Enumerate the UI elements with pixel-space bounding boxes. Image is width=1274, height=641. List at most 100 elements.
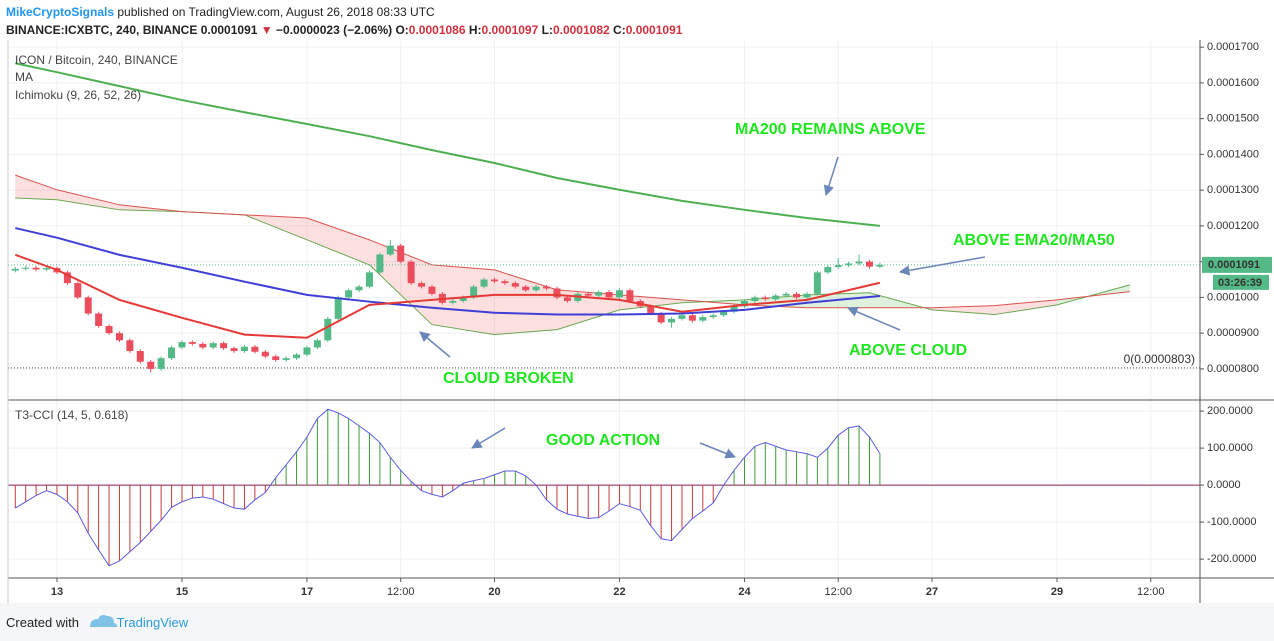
candle-body [490,279,498,282]
candle-body [386,245,394,255]
y-tick-label: 0.0001300 [1207,184,1259,196]
candle-body [522,286,530,291]
candle-body [793,293,801,298]
x-tick-label: 27 [926,586,938,598]
candle-body [293,354,301,359]
candle-body [95,313,103,326]
candle-body [709,315,717,318]
y-tick-label: 0.0001400 [1207,148,1259,160]
y-tick-label: -200.0000 [1207,553,1257,565]
candle-body [813,272,821,294]
y-tick-label: 0.0001000 [1207,291,1259,303]
cloud-fill [56,189,120,210]
candle-body [282,358,290,360]
candle-body [730,306,738,312]
price: 0.0001091 [200,23,258,37]
candle-body [115,333,123,341]
ma-line [15,227,880,316]
x-tick-label: 29 [1051,586,1063,598]
open-label: O: [395,23,409,37]
candle-body [126,340,134,352]
x-tick-label: 12:00 [824,586,852,598]
last-price-label: 0.0001091 [1208,259,1260,271]
candle-body [355,286,363,291]
x-tick-label: 12:00 [387,586,415,598]
arrow [823,156,839,197]
candle-body [178,342,186,348]
x-tick-label: 12:00 [1137,586,1165,598]
x-tick-label: 15 [176,586,188,598]
candle-body [699,317,707,321]
cloud-fill [15,175,57,200]
candle-body [543,286,551,289]
candle-body [824,267,832,273]
cloud-fill [931,305,995,315]
candle-body [43,268,51,270]
arrow [471,427,506,449]
candle-body [63,272,71,284]
candle-body [230,348,238,352]
candle-body [303,347,311,355]
candle-body [334,297,342,319]
candle-body [782,293,790,296]
ma-line [14,253,881,339]
y-tick-label: 100.0000 [1207,442,1253,454]
annotation: ABOVE EMA20/MA50 [953,232,1115,249]
y-tick-label: 0.0000800 [1207,363,1259,375]
candle-body [803,293,811,298]
open: 0.0001086 [408,23,466,37]
ma-line [15,62,881,227]
candle-body [209,343,217,348]
y-tick-label: 0.0001600 [1207,77,1259,89]
candle-body [407,261,415,284]
x-tick-label: 17 [301,586,313,598]
high-label: H: [468,23,482,37]
candle-body [365,272,373,287]
candle-body [678,315,686,319]
candle-body [261,351,269,357]
countdown: 03:26:39 [1218,277,1262,289]
candle-body [761,297,769,300]
candle-body [105,325,113,334]
tv-logo [90,615,118,627]
candle-body [688,315,696,321]
legend-entry: Ichimoku (9, 26, 52, 26) [15,88,141,102]
author: MikeCryptoSignals [6,5,115,19]
marker-label: 0(0.0000803) [1124,352,1195,366]
candle-body [668,318,676,323]
cloud-fill [369,239,432,325]
header: MikeCryptoSignals published on TradingVi… [6,3,682,39]
x-tick-label: 13 [51,586,63,598]
candle-body [313,340,321,348]
candle-body [199,343,207,348]
y-tick-label: -100.0000 [1207,516,1257,528]
candle-body [157,358,165,369]
candle-body [657,313,665,323]
candle-body [501,281,509,284]
candle-body [834,265,842,268]
cloud-fill [306,218,370,265]
candle-body [740,300,748,307]
x-tick-label: 24 [738,586,751,598]
candle-body [470,286,478,298]
cloud-fill [556,289,620,330]
arrow [847,306,901,331]
candle-body [168,347,176,359]
legend-title: ICON / Bitcoin, 240, BINANCE [15,53,178,67]
annotation: ABOVE CLOUD [849,342,967,359]
brand-link[interactable]: TradingView [116,615,189,630]
candle-body [32,267,40,270]
y-tick-label: 200.0000 [1207,405,1253,417]
candle-body [240,346,248,352]
candle-body [74,283,82,298]
candle-body [772,295,780,300]
cloud-fill [494,269,557,335]
candle-body [376,254,384,273]
candle-body [480,279,488,287]
footer: Created with TradingView [6,615,188,630]
symbol: BINANCE:ICXBTC, 240, BINANCE [6,23,198,37]
annotation: CLOUD BROKEN [443,370,574,387]
candle-body [876,264,884,267]
cloud-fill [994,299,1057,315]
